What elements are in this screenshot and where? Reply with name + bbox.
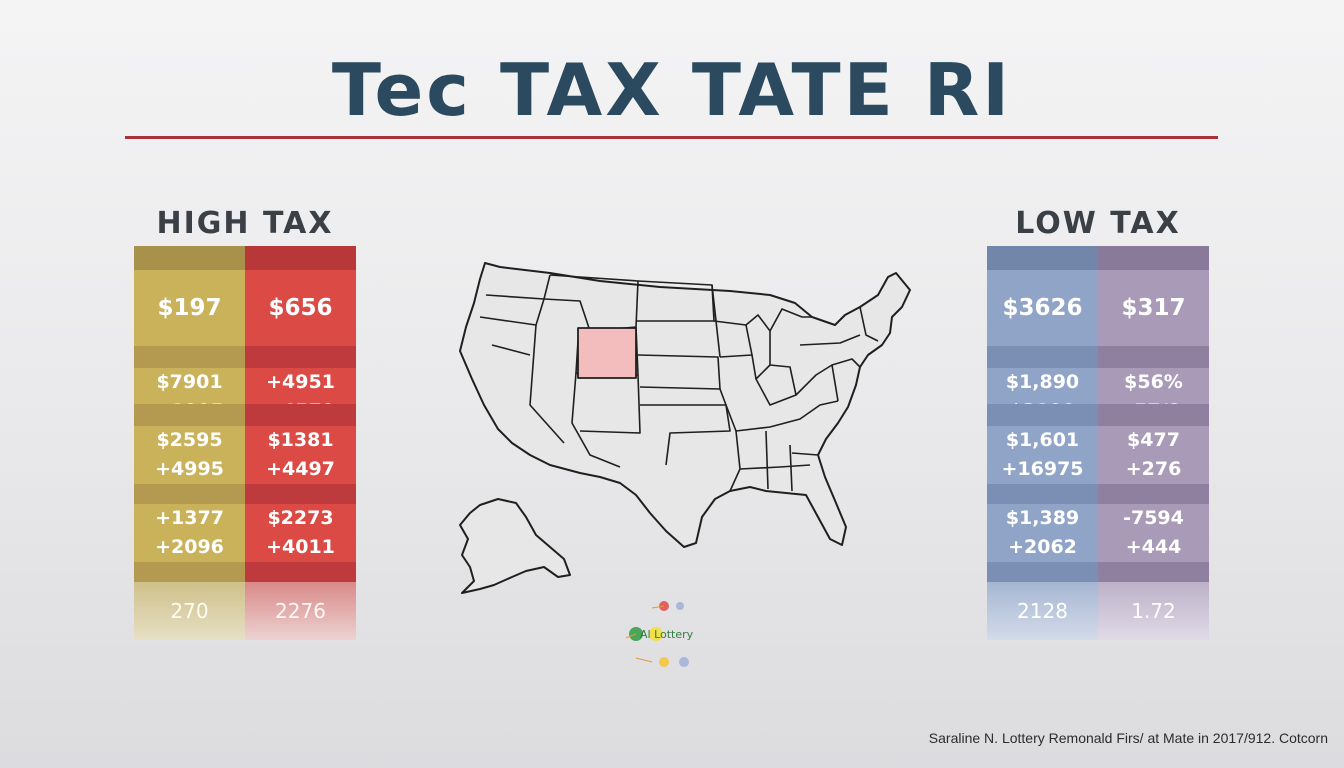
header-cell: $3626 xyxy=(1002,294,1083,321)
footer-cell: 270 xyxy=(134,582,245,640)
dots-logo-icon: Al Lottery xyxy=(612,594,722,674)
band xyxy=(1098,562,1209,582)
footer-cell: 2128 xyxy=(987,582,1098,640)
band xyxy=(245,246,356,270)
band xyxy=(987,404,1098,426)
table-cell: $2273 +4011 xyxy=(266,507,335,558)
high-tax-label: HIGH TAX xyxy=(156,206,334,241)
header-cell: $197 xyxy=(157,294,222,321)
band xyxy=(1098,246,1209,270)
source-credit: Saraline N. Lottery Remonald Firs/ at Ma… xyxy=(928,730,1328,746)
band xyxy=(245,346,356,368)
band xyxy=(134,562,245,582)
band xyxy=(245,562,356,582)
low-tax-column-2: $317 $56%-57/8 $477+276 -7594+444 1.72 xyxy=(1098,246,1209,640)
band xyxy=(134,404,245,426)
band xyxy=(987,562,1098,582)
band xyxy=(987,484,1098,504)
alaska-outline xyxy=(459,498,571,594)
page-title: Tec TAX TATE RI xyxy=(331,48,1013,132)
table-cell: $1,601 +16975 xyxy=(1001,429,1084,480)
band xyxy=(245,404,356,426)
table-cell: $2595 +4995 xyxy=(155,429,224,480)
low-tax-label: LOW TAX xyxy=(1015,206,1181,241)
logo-dots xyxy=(625,601,689,667)
us-map-icon xyxy=(440,255,920,599)
low-tax-table: $3626 $1,890$3199 $1,601+16975 $1,389+20… xyxy=(987,246,1209,640)
band xyxy=(1098,346,1209,368)
table-cell: -7594 +444 xyxy=(1123,507,1184,558)
high-tax-column-2: $656 +4951+4579 $1381+4497 $2273+4011 22… xyxy=(245,246,356,640)
band xyxy=(134,484,245,504)
header-cell: $317 xyxy=(1121,294,1186,321)
band xyxy=(1098,404,1209,426)
table-cell: $477 +276 xyxy=(1125,429,1182,480)
logo-text: Al Lottery xyxy=(640,628,694,641)
footer-cell: 1.72 xyxy=(1098,582,1209,640)
title-divider xyxy=(125,136,1218,139)
band xyxy=(134,246,245,270)
band xyxy=(134,346,245,368)
high-tax-column-1: $197 $7901+1995 $2595+4995 +1377+2096 27… xyxy=(134,246,245,640)
us-map-svg xyxy=(459,262,911,594)
band xyxy=(987,246,1098,270)
table-cell: +1377 +2096 xyxy=(155,507,224,558)
high-tax-table: $197 $7901+1995 $2595+4995 +1377+2096 27… xyxy=(134,246,356,640)
table-cell: $1,389 +2062 xyxy=(1005,507,1080,558)
footer-cell: 2276 xyxy=(245,582,356,640)
highlighted-state xyxy=(577,327,637,379)
band xyxy=(245,484,356,504)
low-tax-column-1: $3626 $1,890$3199 $1,601+16975 $1,389+20… xyxy=(987,246,1098,640)
header-cell: $656 xyxy=(268,294,333,321)
band xyxy=(1098,484,1209,504)
table-cell: $1381 +4497 xyxy=(266,429,335,480)
band xyxy=(987,346,1098,368)
